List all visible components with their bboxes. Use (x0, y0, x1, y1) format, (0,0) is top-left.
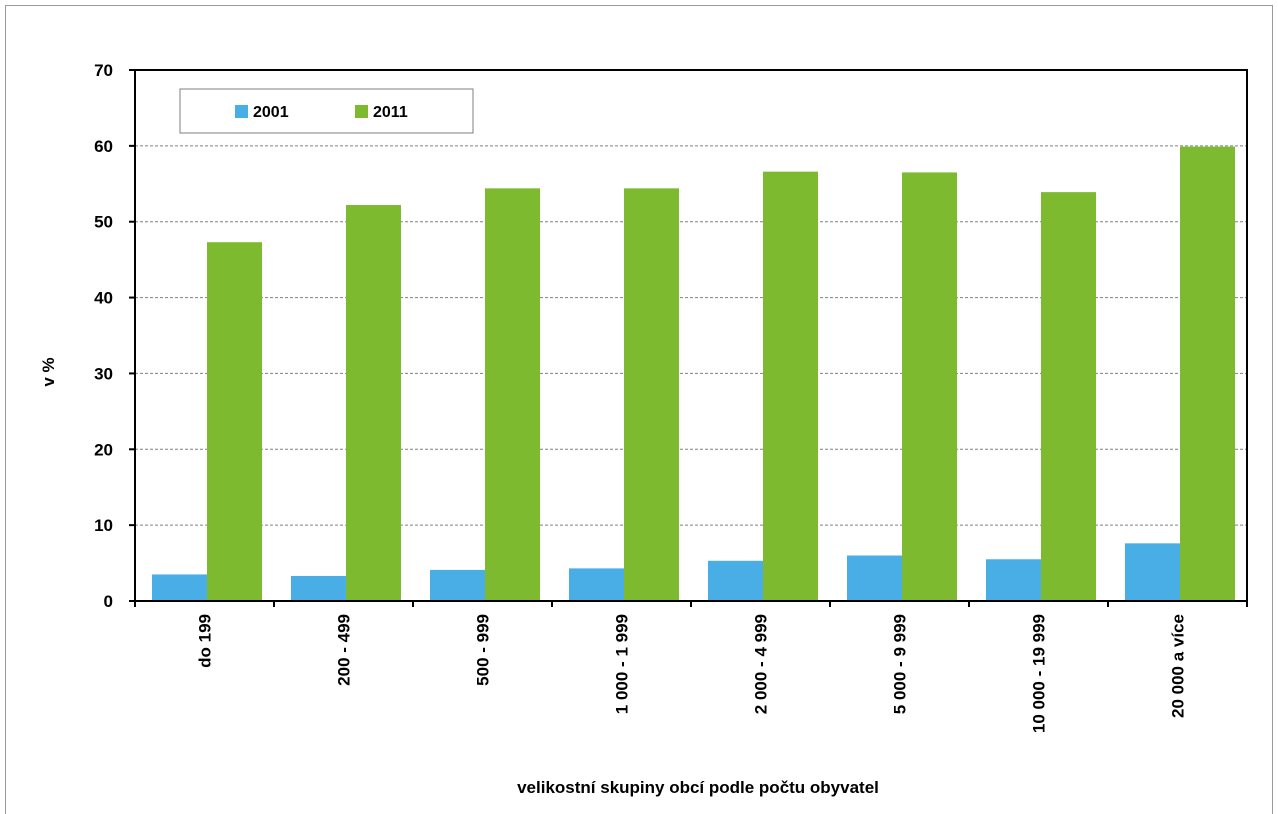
bar-2011-0 (207, 242, 262, 601)
bar-2011-2 (485, 188, 540, 601)
y-tick-label: 70 (94, 61, 113, 80)
x-tick-label: 200 - 499 (335, 614, 354, 686)
y-tick-label: 40 (94, 289, 113, 308)
y-tick-label: 50 (94, 213, 113, 232)
y-tick-label: 0 (104, 592, 113, 611)
y-tick-label: 10 (94, 516, 113, 535)
bar-2011-7 (1180, 146, 1235, 601)
x-tick-label: 1 000 - 1 999 (613, 614, 632, 714)
legend-label-2011: 2011 (373, 104, 408, 121)
bar-2001-5 (847, 555, 902, 601)
x-tick-label: do 199 (196, 614, 215, 668)
axes (129, 69, 1248, 607)
chart-frame (5, 5, 1273, 814)
x-tick-label: 5 000 - 9 999 (891, 614, 910, 714)
gridlines (135, 145, 1247, 526)
legend: 2001 2011 (179, 88, 474, 134)
legend-label-2001: 2001 (253, 104, 289, 121)
bars (152, 146, 1235, 602)
bar-2011-6 (1041, 192, 1096, 601)
y-tick-label: 20 (94, 440, 113, 459)
bar-2011-4 (763, 171, 818, 602)
bar-2001-0 (152, 574, 207, 601)
bar-2001-7 (1125, 543, 1180, 601)
bar-2001-2 (430, 569, 485, 601)
bar-2011-3 (624, 188, 679, 601)
x-tick-label: 20 000 a více (1169, 614, 1188, 718)
y-tick-labels: 0 10 20 30 40 50 60 70 (94, 61, 113, 611)
bar-2001-3 (569, 568, 624, 601)
bar-2001-6 (986, 559, 1041, 601)
x-tick-label: 2 000 - 4 999 (752, 614, 771, 714)
y-axis-title: v % (39, 357, 58, 386)
x-axis-title: velikostní skupiny obcí podle počtu obyv… (517, 778, 879, 797)
bar-2011-1 (346, 205, 401, 602)
y-tick-label: 60 (94, 137, 113, 156)
bar-2001-4 (708, 560, 763, 601)
x-tick-label: 10 000 - 19 999 (1030, 614, 1049, 733)
x-tick-labels: do 199 200 - 499 500 - 999 1 000 - 1 999 2 0… (196, 614, 1188, 733)
y-tick-label: 30 (94, 364, 113, 383)
legend-swatch-2011 (355, 105, 368, 118)
legend-box (179, 88, 474, 134)
x-tick-label: 500 - 999 (474, 614, 493, 686)
bar-2011-5 (902, 172, 957, 601)
legend-swatch-2001 (235, 105, 248, 118)
bar-2001-1 (291, 575, 346, 601)
